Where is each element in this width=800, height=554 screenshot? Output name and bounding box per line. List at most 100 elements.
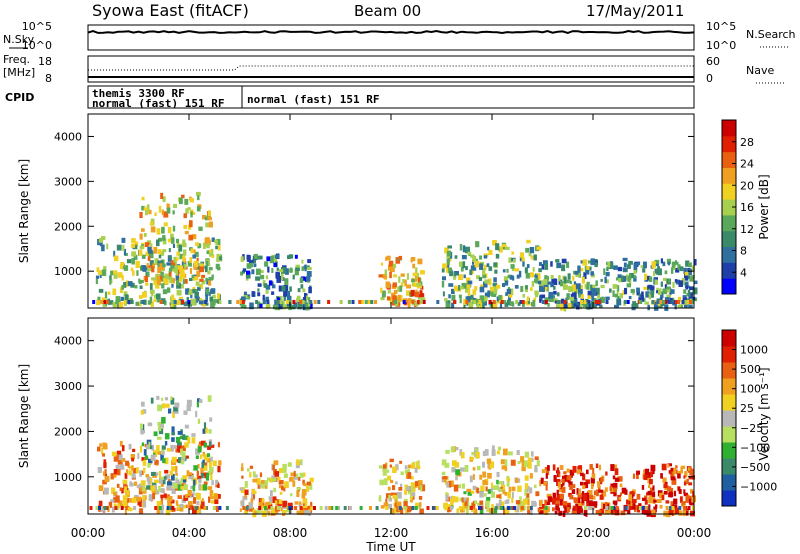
range-cell [249,465,254,469]
range-cell [557,300,561,304]
range-cell [693,259,697,266]
range-cell [650,293,654,298]
range-cell [675,300,679,304]
range-cell [417,277,421,283]
range-cell [242,268,247,272]
range-cell [494,269,498,274]
range-cell [272,464,275,471]
range-cell [486,497,491,501]
range-cell [614,468,619,476]
range-cell [466,488,472,492]
range-cell [188,291,193,296]
range-cell [165,403,170,408]
range-cell [441,459,447,466]
range-cell [684,304,688,309]
range-cell [126,490,130,496]
range-cell [618,298,621,304]
range-cell [217,293,220,300]
range-cell [451,302,455,309]
range-cell [473,300,476,304]
range-cell [176,282,182,289]
range-cell [444,247,449,254]
range-cell [141,196,145,201]
range-cell [648,504,651,512]
range-cell [306,271,312,277]
range-cell [479,507,484,514]
range-cell [175,477,178,482]
range-cell [689,286,694,291]
range-cell [296,510,302,515]
range-cell [291,304,296,310]
range-cell [556,262,562,269]
range-cell [136,270,139,276]
range-cell [131,473,136,479]
range-cell [451,294,456,301]
range-cell [103,300,107,304]
range-cell [388,260,394,267]
range-cell [489,286,495,293]
range-cell [185,208,189,214]
range-cell [664,300,668,304]
range-cell [551,278,557,285]
range-cell [99,443,103,447]
range-cell [667,261,671,266]
range-cell [212,294,216,299]
range-cell [667,463,672,467]
range-cell [209,444,215,448]
range-cell [179,507,184,512]
range-cell [393,300,397,304]
range-cell [581,294,584,300]
range-cell [384,469,390,473]
range-cell [502,300,506,304]
x-tick-label: 16:00 [475,526,510,540]
range-cell [122,479,128,484]
range-cell [662,261,666,267]
range-cell [622,267,627,272]
range-cell [503,508,506,515]
range-cell [123,300,127,304]
range-cell [597,481,601,488]
range-cell [189,277,193,282]
range-cell [175,479,180,485]
colorbar-swatch [722,410,736,427]
range-cell [580,300,583,304]
range-cell [631,503,636,510]
range-cell [150,226,156,233]
range-cell [677,304,681,308]
range-cell [464,500,468,506]
range-cell [158,485,161,493]
range-cell [586,469,589,475]
colorbar-tick-label: −1000 [740,480,777,493]
range-cell [242,270,245,274]
nave-trace [88,65,694,71]
range-cell [569,494,574,500]
colorbar-swatch [722,330,736,347]
range-cell [172,225,176,232]
range-cell [418,496,423,500]
noise-panel-frame [87,24,695,51]
range-cell [386,296,391,301]
range-cell [209,417,213,422]
colorbar-tick-label: 24 [740,158,754,171]
range-cell [445,449,450,454]
range-cell [271,291,275,295]
range-cell [120,262,125,266]
range-cell [187,207,191,211]
range-cell [552,492,556,499]
range-cell [117,469,121,476]
range-cell [256,508,262,514]
range-cell [139,501,142,507]
range-cell [652,485,655,491]
range-cell [178,197,183,205]
range-cell [550,283,555,288]
range-cell [252,478,258,483]
range-cell [442,263,448,269]
range-cell [461,497,465,503]
range-cell [563,284,568,290]
range-cell [96,267,100,273]
range-cell [387,486,391,491]
range-cell [524,451,530,458]
range-cell [539,285,543,292]
range-cell [167,481,172,486]
